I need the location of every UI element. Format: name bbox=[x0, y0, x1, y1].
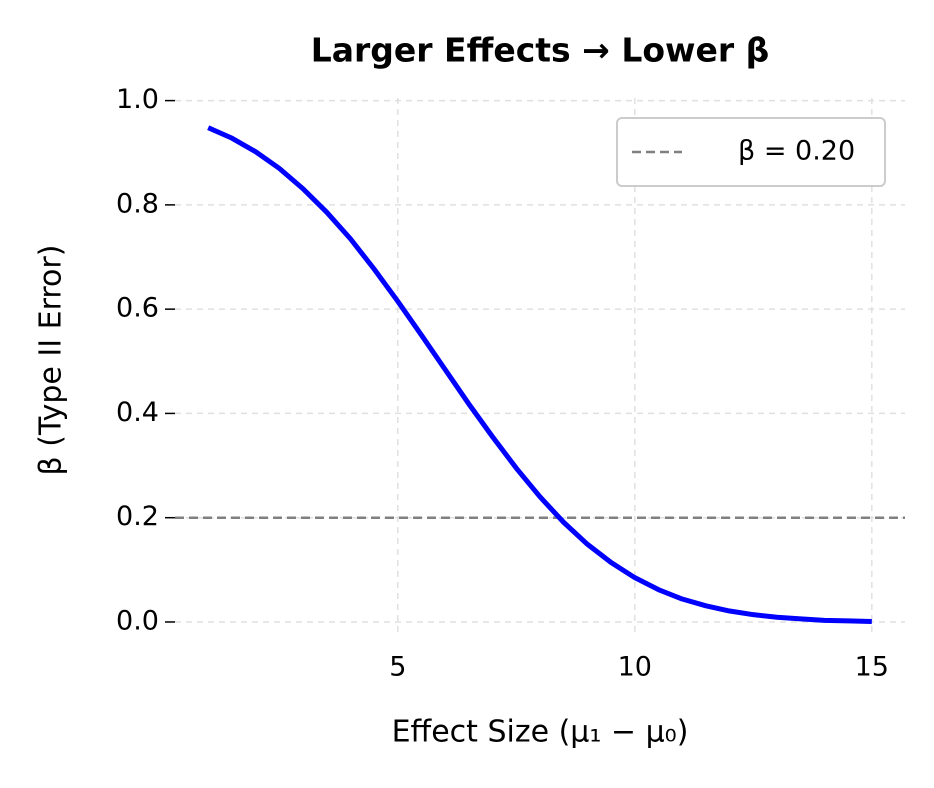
legend-box bbox=[616, 117, 886, 187]
x-tick-label: 5 bbox=[389, 652, 406, 683]
x-tick-label: 15 bbox=[855, 652, 889, 683]
y-tick-label: 0.0 bbox=[116, 605, 159, 636]
y-axis-label: β (Type II Error) bbox=[34, 245, 69, 476]
x-tick-label: 10 bbox=[618, 652, 652, 683]
y-tick-label: 0.8 bbox=[116, 188, 159, 219]
line bbox=[207, 125, 872, 624]
chart-title: Larger Effects → Lower β bbox=[311, 31, 770, 70]
legend: β = 0.20 bbox=[616, 117, 886, 187]
y-tick-label: 0.4 bbox=[116, 397, 159, 428]
y-tick-label: 0.2 bbox=[116, 501, 159, 532]
legend-label: β = 0.20 bbox=[738, 136, 855, 167]
x-axis-label: Effect Size (μ₁ − μ₀) bbox=[392, 715, 689, 750]
y-tick-label: 0.6 bbox=[116, 293, 159, 324]
y-tick-label: 1.0 bbox=[116, 84, 159, 115]
